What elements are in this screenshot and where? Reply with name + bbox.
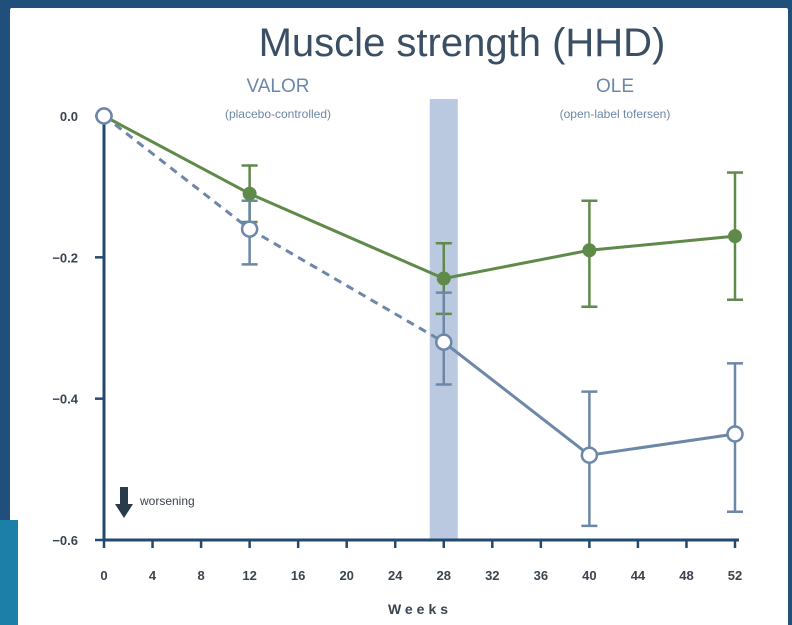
chart-axes: 0 4 8 12 16 20 24 28 32 36 40 44 48 520.0−0.2−0.4−0.6 [52, 109, 742, 583]
frame-left-border [0, 0, 10, 625]
x-tick-label: 52 [728, 568, 742, 583]
series-markers [95, 107, 744, 464]
x-tick-label: 40 [582, 568, 596, 583]
worsening-label: worsening [139, 494, 195, 508]
series-line-segment [103, 114, 251, 196]
y-tick-label: −0.2 [52, 250, 78, 265]
x-tick-label: 8 [197, 568, 204, 583]
data-point-marker [95, 107, 113, 125]
x-tick-label: 12 [242, 568, 256, 583]
data-point-marker [582, 243, 597, 258]
series-group [103, 114, 743, 316]
data-point-marker [240, 220, 259, 238]
section-title-valor: VALOR [246, 76, 309, 97]
series-markers [95, 107, 742, 286]
series-line-segment [589, 432, 736, 457]
x-tick-label: 20 [339, 568, 353, 583]
frame-right-border [788, 0, 792, 625]
series-line-segment [249, 192, 445, 280]
data-point-marker [435, 333, 453, 351]
series-layer [95, 107, 744, 528]
down-arrow-icon [115, 487, 133, 518]
x-tick-label: 28 [437, 568, 451, 583]
section-title-ole: OLE [596, 76, 634, 97]
worsening-note: worsening [115, 487, 195, 518]
series-group [103, 114, 743, 528]
section-subtitle-valor: (placebo-controlled) [225, 107, 331, 121]
x-tick-label: 32 [485, 568, 499, 583]
data-point-marker [726, 425, 744, 443]
data-point-marker [728, 229, 742, 244]
chart-title: Muscle strength (HHD) [259, 21, 666, 65]
x-tick-label: 48 [679, 568, 693, 583]
series-line-segment [442, 340, 591, 457]
series-line-segment [103, 114, 251, 231]
series-line-segment [443, 248, 590, 281]
x-tick-label: 0 [100, 568, 107, 583]
series-line-segment [248, 227, 445, 344]
data-point-marker [242, 186, 257, 201]
y-tick-label: −0.4 [52, 392, 78, 407]
series-line-segment [589, 234, 736, 252]
slide-accent-tab [0, 520, 18, 625]
section-subtitle-ole: (open-label tofersen) [560, 107, 671, 121]
x-tick-label: 36 [534, 568, 548, 583]
data-point-marker [580, 446, 599, 464]
x-tick-label: 44 [631, 568, 646, 583]
data-point-marker [436, 271, 451, 286]
x-tick-label: 24 [388, 568, 403, 583]
y-tick-label: 0.0 [60, 109, 78, 124]
x-tick-label: 16 [291, 568, 305, 583]
x-tick-label: 4 [149, 568, 157, 583]
x-axis-title: Weeks [388, 601, 452, 617]
y-tick-label: −0.6 [52, 533, 78, 548]
